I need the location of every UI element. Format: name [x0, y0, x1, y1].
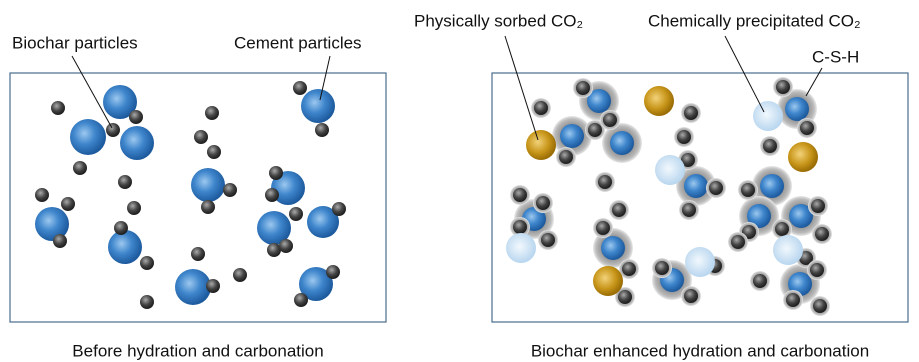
- biochar-particle: [786, 293, 800, 307]
- cement-particle: [175, 269, 211, 305]
- biochar-particle: [61, 197, 75, 211]
- biochar-particle: [207, 145, 221, 159]
- label: Physically sorbed CO₂: [414, 11, 583, 30]
- biochar-particle: [279, 239, 293, 253]
- precipitated-co2: [773, 235, 803, 265]
- biochar-particle: [114, 221, 128, 235]
- biochar-particle: [813, 299, 827, 313]
- biochar-particle: [612, 203, 626, 217]
- biochar-particle: [140, 295, 154, 309]
- biochar-particle: [223, 183, 237, 197]
- biochar-particle: [293, 81, 307, 95]
- biochar-particle: [815, 227, 829, 241]
- biochar-particle: [684, 106, 698, 120]
- biochar-particle: [682, 203, 696, 217]
- caption: Before hydration and carbonation: [72, 341, 323, 360]
- biochar-particle: [194, 130, 208, 144]
- biochar-particle: [709, 181, 723, 195]
- biochar-particle: [265, 188, 279, 202]
- biochar-particle: [118, 175, 132, 189]
- label: C-S-H: [812, 47, 859, 66]
- caption: Biochar enhanced hydration and carbonati…: [531, 341, 869, 360]
- biochar-particle: [315, 123, 329, 137]
- biochar-particle: [53, 234, 67, 248]
- biochar-particle: [106, 123, 120, 137]
- biochar-particle: [267, 243, 281, 257]
- biochar-particle: [677, 130, 691, 144]
- biochar-particle: [191, 247, 205, 261]
- biochar-particle: [810, 263, 824, 277]
- biochar-particle: [233, 268, 247, 282]
- sorbed-co2: [526, 130, 556, 160]
- biochar-particle: [326, 265, 340, 279]
- biochar-particle: [811, 199, 825, 213]
- biochar-particle: [536, 196, 550, 210]
- biochar-particle: [684, 289, 698, 303]
- biochar-particle: [741, 183, 755, 197]
- cement-particle: [120, 126, 154, 160]
- biochar-particle: [775, 222, 789, 236]
- biochar-particle: [800, 121, 814, 135]
- biochar-particle: [205, 106, 219, 120]
- cement-particle: [785, 97, 809, 121]
- biochar-particle: [140, 256, 154, 270]
- cement-particle: [684, 174, 708, 198]
- biochar-particle: [534, 101, 548, 115]
- sorbed-co2: [644, 86, 674, 116]
- precipitated-co2: [655, 155, 685, 185]
- cement-particle: [560, 124, 584, 148]
- biochar-particle: [127, 201, 141, 215]
- biochar-particle: [73, 161, 87, 175]
- biochar-particle: [513, 188, 527, 202]
- biochar-particle: [731, 235, 745, 249]
- biochar-particle: [541, 233, 555, 247]
- biochar-particle: [776, 80, 790, 94]
- biochar-particle: [332, 202, 346, 216]
- cement-particle: [301, 89, 335, 123]
- biochar-particle: [51, 101, 65, 115]
- biochar-particle: [618, 290, 632, 304]
- label: Cement particles: [234, 33, 362, 52]
- precipitated-co2: [685, 247, 715, 277]
- sorbed-co2: [593, 266, 623, 296]
- biochar-particle: [763, 139, 777, 153]
- biochar-particle: [513, 220, 527, 234]
- cement-particle: [601, 236, 625, 260]
- biochar-particle: [269, 166, 283, 180]
- biochar-particle: [289, 207, 303, 221]
- biochar-particle: [559, 150, 573, 164]
- sorbed-co2: [788, 142, 818, 172]
- biochar-particle: [598, 175, 612, 189]
- diagram: Biochar particles Cement particles Physi…: [0, 0, 919, 362]
- label: Chemically precipitated CO₂: [648, 11, 861, 30]
- cement-particle: [70, 119, 106, 155]
- biochar-particle: [655, 261, 669, 275]
- biochar-particle: [603, 113, 617, 127]
- cement-particle: [610, 131, 634, 155]
- label: Biochar particles: [12, 33, 138, 52]
- biochar-particle: [622, 262, 636, 276]
- biochar-particle: [35, 188, 49, 202]
- biochar-particle: [129, 110, 143, 124]
- cement-particle: [760, 174, 784, 198]
- biochar-particle: [753, 274, 767, 288]
- biochar-particle: [588, 123, 602, 137]
- biochar-particle: [294, 293, 308, 307]
- cement-particle: [108, 230, 142, 264]
- biochar-particle: [576, 81, 590, 95]
- biochar-particle: [596, 221, 610, 235]
- biochar-particle: [201, 200, 215, 214]
- biochar-particle: [206, 279, 220, 293]
- precipitated-co2: [506, 233, 536, 263]
- cement-particle: [191, 168, 225, 202]
- precipitated-co2: [753, 101, 783, 131]
